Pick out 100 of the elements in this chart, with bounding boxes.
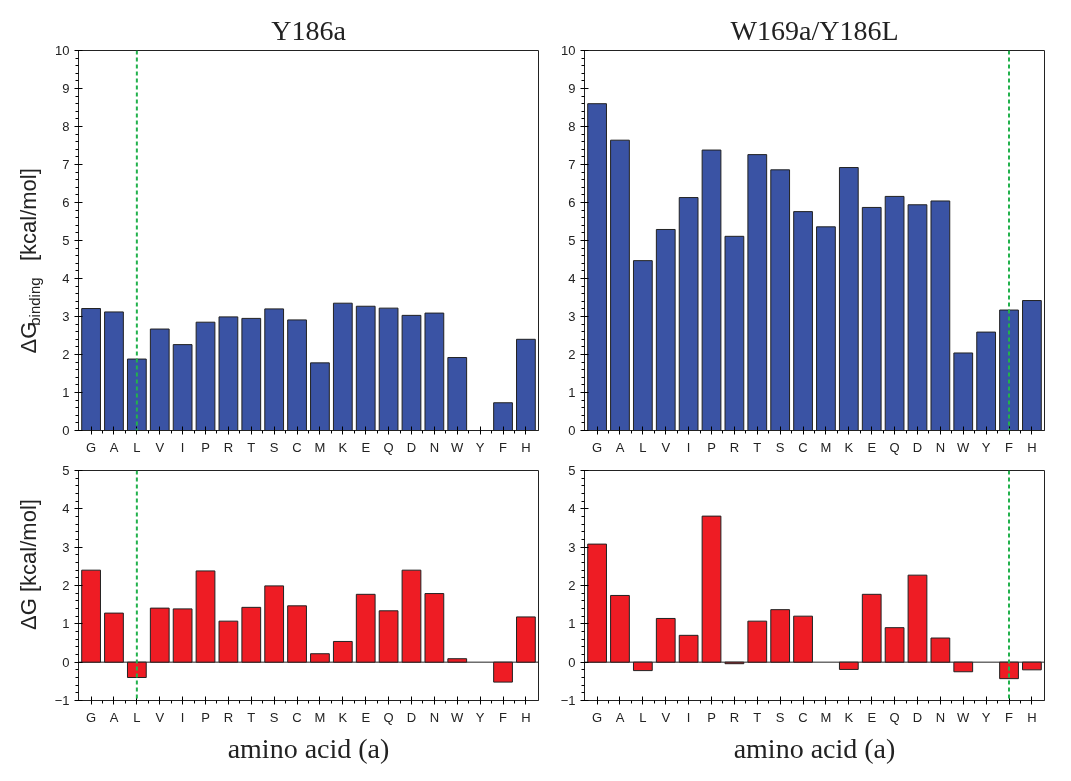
- x-tick-label: N: [935, 709, 946, 725]
- x-tick-label: G: [592, 439, 603, 455]
- y-tick-label: 0: [62, 423, 70, 438]
- y-tick-label: 5: [568, 463, 576, 478]
- x-tick-label: L: [639, 439, 647, 455]
- x-tick-label: Q: [383, 439, 394, 455]
- y-tick-label: 2: [62, 347, 70, 362]
- x-tick-label: H: [521, 439, 531, 455]
- x-tick-label: N: [429, 709, 440, 725]
- y-tick-label: 0: [568, 423, 576, 438]
- y-tick-label: 2: [568, 347, 576, 362]
- x-tick-label: R: [223, 439, 234, 455]
- y-tick-label: 4: [568, 501, 576, 517]
- x-tick-label: F: [499, 709, 508, 725]
- y-tick-label: 5: [62, 463, 70, 478]
- x-tick-label: H: [1027, 439, 1037, 455]
- x-tick-label: C: [798, 439, 808, 455]
- x-tick-label: A: [109, 439, 119, 455]
- y-tick-label: 2: [62, 578, 70, 593]
- y-tick-label: 2: [568, 578, 576, 593]
- y-tick-label: 1: [62, 385, 70, 400]
- y-tick-label: 0: [568, 654, 576, 670]
- x-tick-label: R: [729, 439, 740, 455]
- x-tick-label: Y: [475, 709, 485, 725]
- y-tick-label: 3: [568, 309, 576, 324]
- x-tick-label: D: [406, 709, 417, 725]
- chart-title: W169a/Y186L: [730, 14, 899, 46]
- y-tick-label: 0: [62, 654, 70, 670]
- x-tick-label: R: [223, 709, 234, 725]
- x-tick-label: V: [661, 709, 671, 725]
- x-tick-label: S: [775, 709, 785, 725]
- x-tick-label: C: [292, 439, 302, 455]
- x-tick-label: S: [269, 439, 279, 455]
- y-tick-label: 8: [568, 119, 576, 134]
- x-tick-label: I: [686, 439, 691, 455]
- x-tick-label: T: [753, 709, 762, 725]
- y-tick-label: 7: [62, 157, 70, 172]
- x-tick-label: S: [775, 439, 785, 455]
- x-tick-label: C: [292, 709, 302, 725]
- x-tick-label: T: [247, 439, 256, 455]
- y-tick-label: 1: [568, 385, 576, 400]
- x-tick-label: F: [1005, 709, 1014, 725]
- x-tick-label: I: [686, 709, 691, 725]
- x-tick-label: A: [615, 709, 625, 725]
- x-tick-label: I: [180, 709, 185, 725]
- y-tick-label: 5: [62, 233, 70, 248]
- x-tick-label: G: [86, 439, 97, 455]
- y-tick-label: 3: [62, 309, 70, 324]
- x-tick-label: H: [521, 709, 531, 725]
- x-tick-label: Q: [889, 709, 900, 725]
- x-tick-label: P: [201, 709, 210, 725]
- x-tick-label: K: [338, 439, 348, 455]
- x-tick-label: P: [707, 709, 716, 725]
- x-tick-label: A: [109, 709, 119, 725]
- x-tick-label: F: [499, 439, 508, 455]
- x-tick-label: P: [201, 439, 210, 455]
- x-tick-label: E: [867, 439, 877, 455]
- x-tick-label: K: [338, 709, 348, 725]
- x-tick-label: M: [820, 709, 832, 725]
- x-tick-label: R: [729, 709, 740, 725]
- x-tick-label: E: [361, 439, 371, 455]
- x-tick-label: A: [615, 439, 625, 455]
- x-tick-label: D: [912, 439, 923, 455]
- x-tick-label: T: [753, 439, 762, 455]
- x-tick-label: K: [844, 709, 854, 725]
- y-tick-label: 4: [568, 271, 576, 286]
- x-tick-label: C: [798, 709, 808, 725]
- y-tick-label: 6: [568, 195, 576, 210]
- x-tick-label: S: [269, 709, 279, 725]
- y-tick-label: 9: [62, 81, 70, 96]
- x-tick-label: L: [133, 439, 141, 455]
- x-tick-label: W: [957, 439, 971, 455]
- y-axis-title: ΔG [kcal/mol]: [16, 499, 41, 630]
- x-axis-title: amino acid (a): [227, 732, 390, 764]
- y-tick-label: 1: [62, 616, 70, 632]
- x-tick-label: V: [155, 709, 165, 725]
- y-tick-label: 4: [62, 501, 70, 517]
- y-tick-label: 1: [568, 616, 576, 632]
- x-tick-label: G: [86, 709, 97, 725]
- y-tick-label: 7: [568, 157, 576, 172]
- x-tick-label: D: [406, 439, 417, 455]
- y-tick-label: −1: [560, 693, 576, 708]
- x-tick-label: G: [592, 709, 603, 725]
- x-tick-label: Q: [889, 439, 900, 455]
- x-tick-label: P: [707, 439, 716, 455]
- y-tick-label: 9: [568, 81, 576, 96]
- x-tick-label: Y: [475, 439, 485, 455]
- x-tick-label: E: [867, 709, 877, 725]
- x-tick-label: F: [1005, 439, 1014, 455]
- y-tick-label: 6: [62, 195, 70, 210]
- x-tick-label: V: [661, 439, 671, 455]
- x-tick-label: H: [1027, 709, 1037, 725]
- x-tick-label: L: [639, 709, 647, 725]
- y-tick-label: 5: [568, 233, 576, 248]
- x-tick-label: Y: [981, 709, 991, 725]
- x-tick-label: W: [957, 709, 971, 725]
- x-tick-label: L: [133, 709, 141, 725]
- y-tick-label: 4: [62, 271, 70, 286]
- y-tick-label: 8: [62, 119, 70, 134]
- x-tick-label: M: [820, 439, 832, 455]
